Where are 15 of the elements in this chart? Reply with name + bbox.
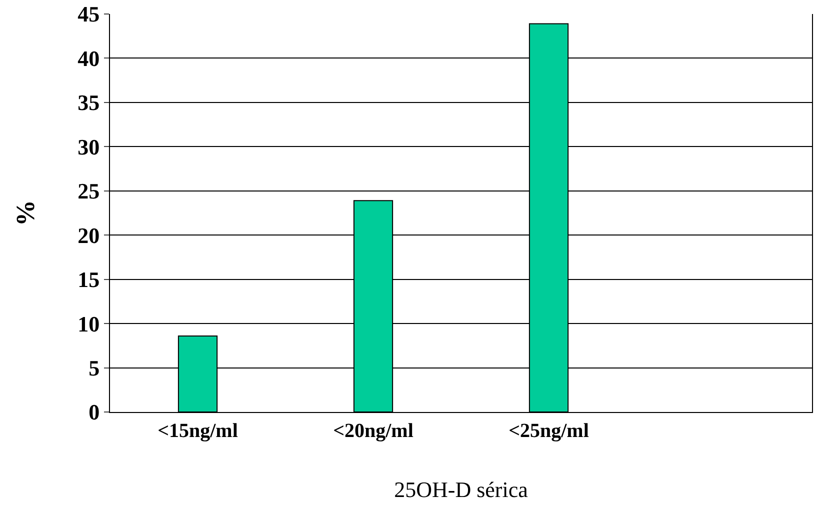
x-tick-label: <25ng/ml [508,420,590,442]
y-axis-title: % [11,200,40,226]
x-tick-label: <20ng/ml [333,420,414,442]
y-tick-label: 35 [78,90,100,116]
y-tick-label: 40 [78,46,100,71]
y-tick-label: 5 [88,355,100,380]
y-tick-label: 30 [78,134,100,160]
y-tick-label: 15 [78,267,100,292]
y-tick-label: 0 [88,400,100,425]
y-tick-label: 20 [78,222,100,248]
x-axis-title: 25OH-D sérica [394,476,528,502]
y-tick-label: 25 [78,178,100,204]
y-tick-label: 45 [78,2,100,27]
y-tick-label: 10 [78,311,100,336]
x-tick-label: <15ng/ml [158,420,238,442]
